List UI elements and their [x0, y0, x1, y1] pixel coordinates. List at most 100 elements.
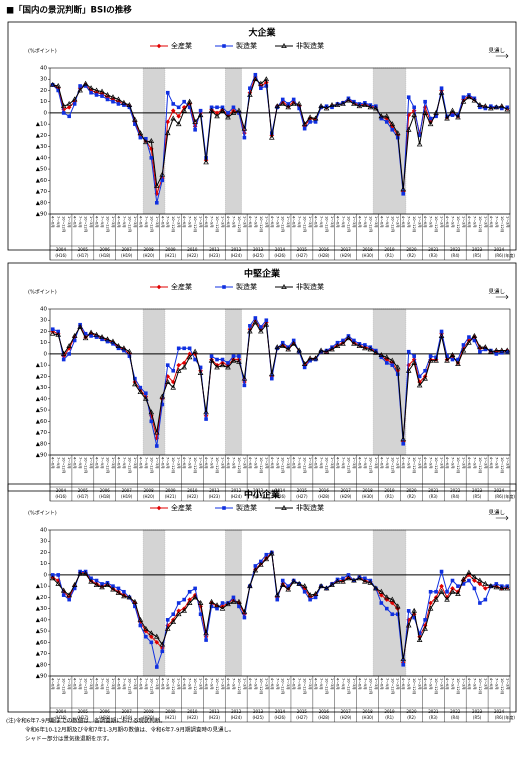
- x-tick-label: 4～6月: [95, 678, 100, 690]
- y-tick-label: ▲60: [36, 640, 48, 646]
- marker: [389, 596, 396, 602]
- marker: [417, 133, 422, 138]
- marker: [351, 340, 357, 346]
- marker: [268, 371, 275, 377]
- x-tick-label: 10～12月: [500, 457, 505, 473]
- y-tick-label: ▲40: [36, 396, 48, 402]
- marker: [411, 112, 417, 118]
- x-tick-label: 1～3月: [308, 216, 313, 228]
- marker: [231, 357, 236, 362]
- x-tick-label: 1～3月: [308, 457, 313, 469]
- y-axis-label: (%ポイント): [28, 48, 57, 55]
- marker: [192, 594, 198, 600]
- x-tick-label: 7～9月: [231, 678, 236, 690]
- y-tick-label: ▲40: [36, 155, 48, 161]
- marker: [93, 87, 100, 93]
- recession-shade: [225, 308, 242, 456]
- marker: [363, 343, 367, 347]
- era-label: (R2): [407, 715, 416, 720]
- marker: [313, 120, 318, 124]
- y-tick-label: 20: [40, 550, 47, 556]
- x-tick-label: 1～3月: [396, 216, 401, 228]
- note: シャドー部分は景気後退期を示す。: [25, 735, 112, 743]
- x-tick-label: 10～12月: [62, 216, 67, 232]
- era-label: (H29): [340, 494, 352, 499]
- era-label: (H30): [362, 715, 374, 720]
- year-label: 2020: [406, 709, 417, 714]
- era-label: (H20): [143, 253, 155, 258]
- marker: [412, 105, 416, 110]
- plot-frame: [49, 529, 511, 677]
- note: 令和6年10-12月期及び令和7年1-3月期の数値は、令和6年7-9月期調査時の…: [25, 726, 234, 734]
- series-line: [52, 78, 508, 190]
- marker: [461, 95, 466, 99]
- era-label: (R5): [473, 253, 482, 258]
- marker: [290, 340, 297, 346]
- marker: [236, 600, 242, 606]
- marker: [258, 561, 264, 567]
- marker: [378, 588, 385, 594]
- x-tick-label: 1～3月: [242, 457, 247, 469]
- marker: [209, 354, 214, 358]
- era-label: (R3): [429, 253, 438, 258]
- x-tick-label: 10～12月: [368, 457, 373, 473]
- marker: [99, 584, 105, 590]
- marker: [159, 171, 166, 177]
- marker: [362, 578, 368, 583]
- marker: [204, 417, 208, 421]
- legend-label: 全産業: [171, 41, 192, 50]
- marker: [279, 343, 286, 349]
- year-label: 2018: [363, 488, 374, 493]
- era-label: (R1): [385, 253, 394, 258]
- marker: [422, 625, 428, 631]
- era-label: (R6): [495, 715, 504, 720]
- marker: [427, 121, 434, 127]
- marker: [149, 640, 154, 645]
- era-label: (H18): [99, 494, 111, 499]
- marker: [281, 504, 287, 510]
- series-line: [52, 551, 508, 663]
- marker: [313, 357, 318, 362]
- marker: [285, 346, 292, 352]
- marker: [170, 384, 177, 390]
- forecast-arrow: [495, 53, 509, 59]
- x-tick-label: 4～6月: [314, 216, 319, 228]
- x-tick-label: 4～6月: [292, 457, 297, 469]
- x-tick-label: 7～9月: [494, 457, 499, 469]
- marker: [127, 354, 132, 358]
- legend-label: 製造業: [236, 41, 257, 50]
- x-tick-label: 10～12月: [434, 216, 439, 232]
- marker: [236, 107, 242, 113]
- marker: [313, 595, 318, 600]
- marker: [279, 582, 286, 587]
- x-tick-label: 1～3月: [89, 216, 94, 228]
- x-tick-label: 10～12月: [127, 678, 132, 694]
- marker: [466, 339, 472, 345]
- marker: [252, 567, 259, 573]
- year-label: 2004: [56, 488, 67, 493]
- marker: [121, 345, 127, 351]
- x-tick-label: 10～12月: [62, 678, 67, 694]
- x-tick-label: 7～9月: [429, 457, 434, 469]
- marker: [170, 115, 177, 121]
- marker: [384, 597, 390, 602]
- marker: [438, 332, 445, 338]
- marker: [61, 357, 66, 362]
- series: [50, 550, 510, 669]
- marker: [170, 619, 177, 625]
- x-tick-label: 1～3月: [177, 457, 182, 469]
- x-tick-label: 1～3月: [352, 678, 357, 690]
- marker: [482, 344, 489, 350]
- marker: [341, 101, 345, 105]
- marker: [148, 630, 155, 636]
- x-tick-label: 10～12月: [149, 216, 154, 232]
- era-label: (H16): [55, 715, 67, 720]
- x-tick-label: 7～9月: [253, 678, 258, 690]
- x-tick-label: 4～6月: [314, 678, 319, 690]
- marker: [334, 102, 341, 108]
- marker: [390, 363, 395, 367]
- x-tick-label: 1～3月: [374, 678, 379, 690]
- marker: [504, 585, 511, 591]
- marker: [115, 96, 122, 102]
- marker: [488, 348, 494, 354]
